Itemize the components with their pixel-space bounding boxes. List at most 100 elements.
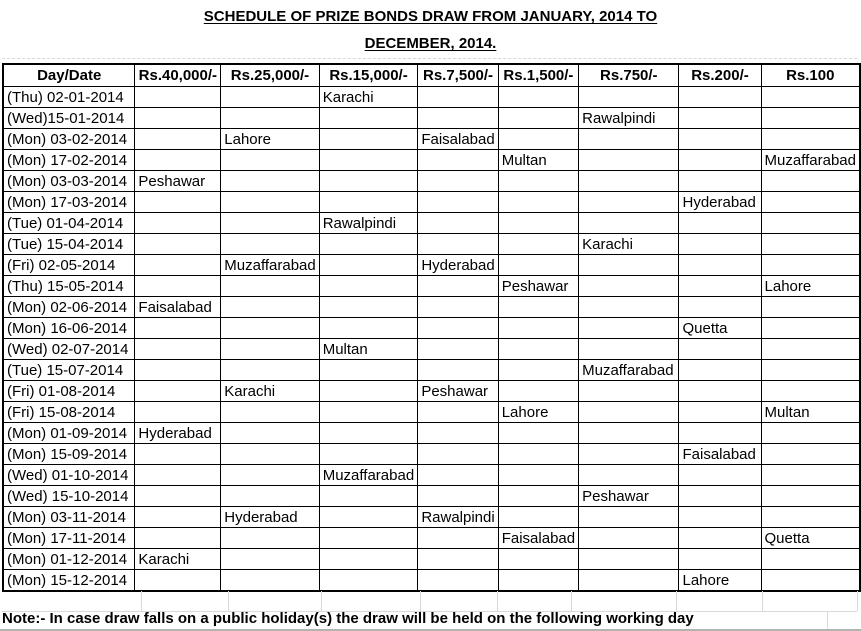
empty-cell [497,212,580,234]
ghost-gridline-vertical [571,591,572,611]
table-row: (Mon) 01-12-2014 Karachi [2,548,861,570]
day-date-cell: (Mon) 01-12-2014 [2,548,136,570]
ghost-gridline-vertical [827,611,828,629]
table-row: (Thu) 02-01-2014 Karachi [2,86,861,108]
empty-cell [578,170,680,192]
empty-cell [417,443,499,465]
empty-cell [760,359,861,381]
empty-cell [220,212,320,234]
day-date-cell: (Tue) 01-04-2014 [2,212,136,234]
empty-cell [417,422,499,444]
day-date-cell: (Mon) 03-02-2014 [2,128,136,150]
table-row: (Tue) 15-04-2014 Karachi [2,233,861,255]
table-row: (Mon) 02-06-2014 Faisalabad [2,296,861,318]
empty-cell [760,317,861,339]
empty-cell [760,380,861,402]
empty-cell [497,296,580,318]
empty-cell [497,170,580,192]
empty-cell [578,527,680,549]
table-row: (Mon) 03-03-2014 Peshawar [2,170,861,192]
day-date-cell: (Tue) 15-07-2014 [2,359,136,381]
empty-cell [497,422,580,444]
draw-city-cell: Multan [318,338,419,360]
empty-cell [417,527,499,549]
table-row: (Wed) 15-10-2014 Peshawar [2,485,861,507]
day-date-cell: (Fri) 01-08-2014 [2,380,136,402]
empty-cell [578,464,680,486]
empty-cell [760,443,861,465]
empty-cell [678,401,762,423]
empty-cell [760,548,861,570]
draw-city-cell: Karachi [134,548,222,570]
draw-city-cell: Faisalabad [134,296,222,318]
empty-cell [760,338,861,360]
column-header-5: Rs.1,500/- [497,63,580,87]
empty-cell [497,485,580,507]
empty-cell [497,338,580,360]
draw-city-cell: Faisalabad [678,443,762,465]
empty-cell [760,191,861,213]
empty-cell [220,149,320,171]
table-header: Day/Date Rs.40,000/- Rs.25,000/- Rs.15,000/… [2,63,861,87]
draw-city-cell: Multan [760,401,861,423]
empty-cell [760,506,861,528]
empty-cell [497,191,580,213]
note-text: Note:- In case draw falls on a public ho… [2,610,694,627]
empty-cell [497,233,580,255]
empty-cell [134,107,222,129]
empty-cell [318,380,419,402]
empty-cell [578,86,680,108]
draw-city-cell: Quetta [760,527,861,549]
empty-cell [220,443,320,465]
table-row: (Wed) 01-10-2014 Muzaffarabad [2,464,861,486]
empty-cell [318,548,419,570]
day-date-cell: (Wed) 01-10-2014 [2,464,136,486]
empty-cell [417,212,499,234]
empty-cell [578,338,680,360]
empty-cell [760,107,861,129]
empty-cell [220,191,320,213]
empty-cell [497,506,580,528]
empty-cell [417,107,499,129]
page-title-line2: DECEMBER, 2014. [364,35,497,52]
draw-city-cell: Peshawar [578,485,680,507]
day-date-cell: (Fri) 15-08-2014 [2,401,136,423]
table-body: (Thu) 02-01-2014 Karachi (Wed)15-01-2014 Ra… [2,86,861,592]
empty-cell [134,359,222,381]
empty-cell [578,380,680,402]
draw-city-cell: Peshawar [134,170,222,192]
column-header-1: Rs.40,000/- [134,63,222,87]
empty-cell [760,296,861,318]
empty-cell [497,443,580,465]
day-date-cell: (Tue) 15-04-2014 [2,233,136,255]
empty-cell [417,359,499,381]
column-header-4: Rs.7,500/- [417,63,499,87]
draw-city-cell: Hyderabad [417,254,499,276]
empty-cell [134,128,222,150]
table-row: (Mon) 15-09-2014 Faisalabad [2,443,861,465]
empty-cell [220,170,320,192]
empty-cell [497,548,580,570]
draw-city-cell: Multan [497,149,580,171]
empty-cell [318,149,419,171]
empty-cell [417,401,499,423]
empty-cell [760,86,861,108]
table-row: (Mon) 03-02-2014 Lahore Faisalabad [2,128,861,150]
empty-cell [678,422,762,444]
empty-cell [220,359,320,381]
empty-cell [417,317,499,339]
day-date-cell: (Mon) 15-12-2014 [2,569,136,592]
empty-cell [760,128,861,150]
draw-city-cell: Rawalpindi [578,107,680,129]
draw-city-cell: Quetta [678,317,762,339]
draw-city-cell: Muzaffarabad [318,464,419,486]
empty-cell [678,296,762,318]
draw-city-cell: Lahore [220,128,320,150]
empty-cell [318,569,419,592]
draw-city-cell: Lahore [497,401,580,423]
empty-cell [318,107,419,129]
empty-cell [220,275,320,297]
header-row: Day/Date Rs.40,000/- Rs.25,000/- Rs.15,000/… [2,63,861,87]
empty-cell [134,212,222,234]
empty-cell [578,401,680,423]
